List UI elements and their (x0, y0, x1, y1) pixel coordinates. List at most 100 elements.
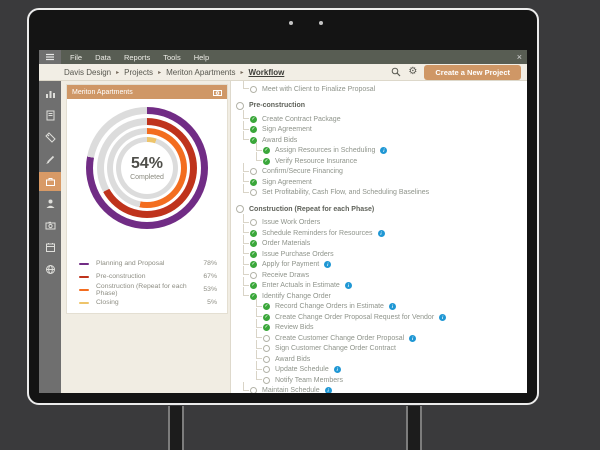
menu-item-tools[interactable]: Tools (163, 52, 181, 62)
checklist-label: Meet with Client to Finalize Proposal (262, 85, 376, 93)
empty-circle-icon[interactable] (236, 101, 244, 110)
checked-circle-icon[interactable]: ✓ (263, 324, 270, 332)
breadcrumb-item[interactable]: Workflow (248, 67, 285, 77)
breadcrumb-item[interactable]: Projects (124, 67, 154, 77)
empty-circle-icon[interactable] (250, 85, 257, 93)
empty-circle-icon[interactable] (263, 334, 270, 342)
sidebar-item-projects[interactable] (39, 172, 61, 191)
checklist-label: Verify Resource Insurance (275, 157, 358, 165)
notebook-icon (46, 110, 54, 121)
search-icon[interactable] (391, 67, 401, 77)
sidebar-item-reports[interactable] (39, 84, 61, 103)
create-new-project-button[interactable]: Create a New Project (424, 64, 521, 80)
hamburger-menu-button[interactable] (39, 50, 61, 64)
tag-icon (44, 132, 56, 143)
menu-item-data[interactable]: Data (95, 52, 111, 62)
info-icon[interactable]: i (380, 147, 388, 155)
menu-item-reports[interactable]: Reports (123, 52, 151, 62)
info-icon[interactable]: i (388, 303, 396, 311)
tree-connector (243, 183, 249, 193)
sidebar-item-contacts[interactable] (39, 194, 61, 213)
bar-chart-icon (45, 91, 55, 98)
checked-circle-icon[interactable]: ✓ (250, 115, 257, 123)
info-icon[interactable]: i (409, 334, 417, 342)
checklist-item: Issue Work Orders (231, 213, 527, 229)
breadcrumb-item[interactable]: Meriton Apartments (166, 67, 236, 77)
completion-percent: 54% (130, 155, 164, 172)
empty-circle-icon[interactable] (250, 219, 257, 227)
checklist-item: ✓ Create Contract Package (231, 110, 527, 125)
sidebar-item-web[interactable] (39, 260, 61, 279)
tree-connector (243, 276, 249, 286)
tree-connector (243, 287, 249, 296)
camera-icon[interactable] (213, 89, 222, 96)
empty-circle-icon[interactable] (250, 168, 257, 176)
info-icon[interactable]: i (439, 313, 447, 321)
menu-item-help[interactable]: Help (193, 52, 210, 62)
tree-connector (243, 213, 249, 223)
tree-connector (256, 350, 262, 359)
checked-circle-icon[interactable]: ✓ (263, 157, 270, 165)
close-icon[interactable]: × (516, 52, 522, 62)
sidebar-item-estimates[interactable] (39, 106, 61, 125)
checklist-item: Create Customer Change Order Proposal i (231, 329, 527, 344)
sidebar-item-edit[interactable] (39, 150, 61, 169)
tree-connector (256, 141, 262, 151)
sidebar-item-photos[interactable] (39, 216, 61, 235)
gear-icon[interactable]: ⚙ (408, 66, 418, 77)
empty-circle-icon[interactable] (250, 387, 257, 393)
empty-circle-icon[interactable] (263, 355, 270, 363)
legend-value: 5% (207, 299, 217, 306)
breadcrumb-item[interactable]: Davis Design (64, 67, 112, 77)
checked-circle-icon[interactable]: ✓ (250, 136, 257, 144)
checklist-label: Create Customer Change Order Proposal (275, 334, 405, 342)
sidebar-item-calendar[interactable] (39, 238, 61, 257)
sidebar-item-pricing[interactable] (39, 128, 61, 147)
globe-icon (45, 265, 55, 274)
briefcase-icon (45, 178, 55, 186)
checked-circle-icon[interactable]: ✓ (250, 126, 257, 134)
tree-connector (243, 120, 249, 130)
checked-circle-icon[interactable]: ✓ (250, 240, 257, 248)
empty-circle-icon[interactable] (263, 366, 270, 374)
checked-circle-icon[interactable]: ✓ (250, 229, 257, 237)
info-icon[interactable]: i (344, 282, 352, 290)
menu-item-file[interactable]: File (70, 52, 83, 62)
checklist-item: ✓ Sign Agreement (231, 120, 527, 136)
legend-label: Closing (96, 299, 119, 306)
checked-circle-icon[interactable]: ✓ (250, 292, 257, 300)
empty-circle-icon[interactable] (263, 345, 270, 353)
info-icon[interactable]: i (324, 387, 332, 393)
checklist-label: Pre-construction (249, 102, 306, 110)
empty-circle-icon[interactable] (250, 271, 257, 279)
info-icon[interactable]: i (377, 229, 385, 237)
checked-circle-icon[interactable]: ✓ (250, 178, 257, 186)
tree-connector (243, 173, 249, 182)
checked-circle-icon[interactable]: ✓ (250, 282, 257, 290)
tree-connector (256, 152, 262, 161)
monitor-stand-leg (168, 406, 184, 450)
info-icon[interactable]: i (333, 366, 341, 374)
checklist-section: Pre-construction (231, 101, 527, 112)
info-icon[interactable]: i (324, 261, 332, 269)
checklist-label: Schedule Reminders for Resources (262, 229, 373, 237)
empty-circle-icon[interactable] (263, 376, 270, 384)
checklist-label: Enter Actuals in Estimate (262, 282, 340, 290)
checklist-label: Sign Agreement (262, 178, 312, 186)
breadcrumb: Davis Design ▸ Projects ▸ Meriton Apartments… (64, 68, 284, 77)
checked-circle-icon[interactable]: ✓ (263, 313, 270, 321)
monitor-frame: File Data Reports Tools Help × Davis Design ▸… (27, 8, 539, 405)
checked-circle-icon[interactable]: ✓ (250, 250, 257, 258)
empty-circle-icon[interactable] (236, 205, 244, 214)
checklist-label: Review Bids (275, 324, 314, 332)
checked-circle-icon[interactable]: ✓ (263, 303, 270, 311)
empty-circle-icon[interactable] (250, 189, 257, 197)
checked-circle-icon[interactable]: ✓ (263, 147, 270, 155)
tree-connector (256, 360, 262, 370)
checklist: Meet with Client to Finalize Proposal Pre… (230, 81, 527, 393)
menu-items: File Data Reports Tools Help (70, 53, 209, 62)
camera-dot-icon (319, 21, 323, 25)
checklist-label: Receive Draws (262, 271, 310, 279)
checked-circle-icon[interactable]: ✓ (250, 261, 257, 269)
tree-connector (243, 381, 249, 391)
